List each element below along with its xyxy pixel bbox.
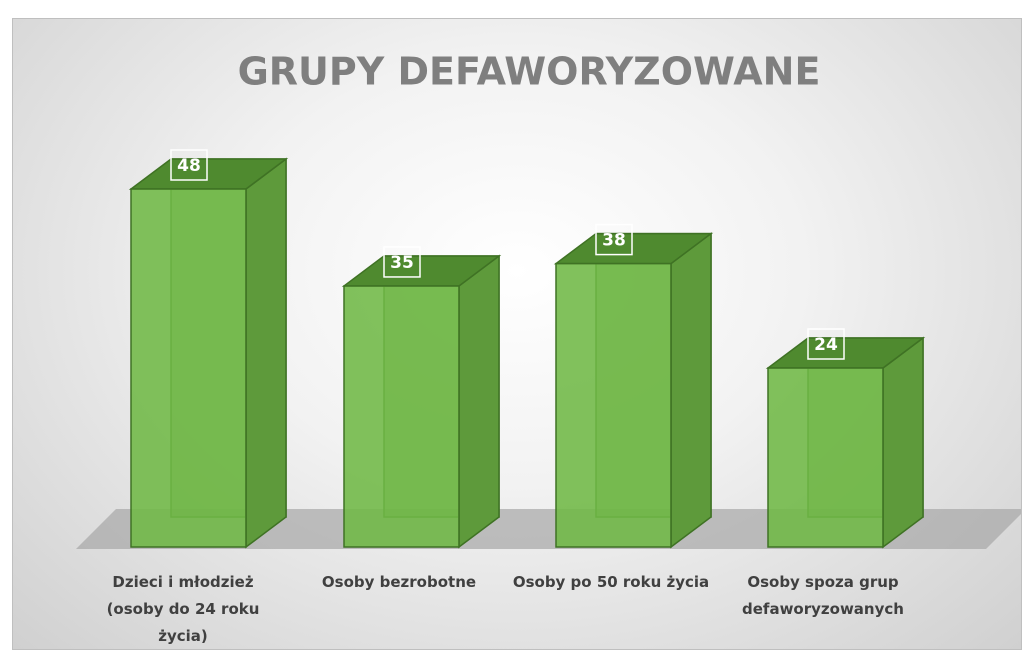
- bar-side: [245, 157, 287, 549]
- chart-title: GRUPY DEFAWORYZOWANE: [238, 50, 821, 94]
- bar-front: [555, 262, 672, 548]
- bar: [553, 232, 714, 549]
- value-label-box: [595, 223, 633, 256]
- value-label: 35: [390, 253, 414, 273]
- bar: [128, 157, 289, 549]
- value-label-box: [383, 246, 421, 278]
- x-tick-label: Osoby spoza grup defaworyzowanych: [742, 573, 904, 618]
- value-label-box: [807, 328, 845, 360]
- bar-side: [670, 232, 712, 549]
- chart-area: GRUPY DEFAWORYZOWANE 48 35 38 24 Dzieci i m…: [12, 18, 1022, 650]
- bar-side: [882, 336, 924, 549]
- bar-front: [343, 285, 460, 548]
- chart: GRUPY DEFAWORYZOWANE 48 35 38 24: [76, 50, 1021, 549]
- bar: [765, 336, 926, 549]
- bar-side: [458, 254, 500, 549]
- x-tick-label: Osoby bezrobotne: [321, 573, 477, 591]
- x-tick-label: Dzieci i młodzież (osoby do 24 roku życi…: [106, 573, 260, 645]
- value-label: 38: [602, 231, 626, 251]
- value-label: 48: [177, 156, 201, 176]
- bar-front: [767, 367, 884, 548]
- value-label-box: [170, 149, 208, 181]
- x-tick-label: Osoby po 50 roku życia: [512, 573, 710, 591]
- value-label: 24: [814, 335, 838, 355]
- bar-front: [130, 188, 247, 548]
- bar: [341, 254, 502, 549]
